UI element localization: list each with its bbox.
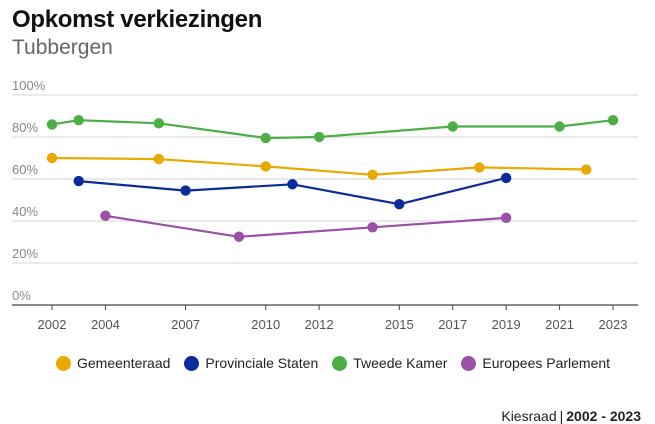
x-tick-label: 2007 [171, 317, 200, 332]
data-point-gemeenteraad [581, 164, 592, 175]
y-tick-label: 60% [12, 162, 38, 177]
data-point-gemeenteraad [260, 161, 271, 172]
source-period: 2002 - 2023 [566, 408, 641, 424]
chart-subtitle: Tubbergen [12, 36, 113, 59]
legend-swatch [461, 355, 477, 371]
x-tick-label: 2012 [305, 317, 334, 332]
data-point-gemeenteraad [153, 153, 165, 165]
chart-legend: Gemeenteraad Provinciale Staten Tweede Kam… [56, 355, 624, 371]
legend-item-europees-parlement: Europees Parlement [461, 355, 610, 371]
legend-label: Europees Parlement [482, 355, 611, 371]
data-point-europees-parlement [367, 222, 378, 233]
data-point-europees-parlement [500, 212, 512, 224]
data-point-europees-parlement [233, 231, 245, 242]
y-tick-label: 100% [12, 78, 46, 93]
data-point-provinciale-staten [394, 199, 405, 210]
source-label: Kiesraad [501, 408, 557, 424]
data-point-tweede-kamer [73, 115, 84, 126]
series-line-europees-parlement [105, 214, 507, 238]
legend-item-provinciale-staten: Provinciale Staten [184, 355, 318, 371]
data-point-tweede-kamer [153, 118, 165, 129]
legend-label: Gemeenteraad [77, 355, 171, 371]
legend-label: Tweede Kamer [353, 355, 448, 371]
source-credit: Kiesraad | 2002 - 2023 [501, 408, 641, 424]
data-point-europees-parlement [100, 210, 111, 221]
x-tick-label: 2015 [385, 317, 414, 332]
x-tick-label: 2010 [251, 317, 280, 332]
data-point-gemeenteraad [46, 152, 58, 164]
data-point-provinciale-staten [500, 172, 512, 184]
x-tick-label: 2004 [91, 317, 120, 332]
legend-swatch [332, 355, 348, 371]
data-point-tweede-kamer [447, 121, 458, 132]
y-tick-label: 80% [12, 120, 38, 135]
chart-title: Opkomst verkiezingen [12, 6, 263, 33]
line-chart: 0% 20% 40% 60% 80% 100% 2002 2004 2007 2010 2012 20… [12, 78, 638, 332]
data-point-tweede-kamer [46, 119, 58, 130]
legend-swatch [184, 355, 200, 371]
data-point-provinciale-staten [180, 185, 191, 196]
x-tick-label: 2021 [545, 317, 574, 332]
y-tick-label: 0% [12, 288, 31, 303]
data-point-gemeenteraad [367, 169, 378, 180]
source-separator: | [559, 408, 564, 424]
x-tick-label: 2023 [599, 317, 628, 332]
x-tick-label: 2002 [38, 317, 67, 332]
legend-label: Provinciale Staten [205, 355, 319, 371]
series-line-gemeenteraad [51, 156, 587, 176]
series-line-tweede-kamer [51, 119, 614, 140]
legend-item-gemeenteraad: Gemeenteraad [56, 355, 170, 371]
data-point-provinciale-staten [73, 175, 84, 187]
data-point-tweede-kamer [607, 115, 619, 126]
y-tick-label: 20% [12, 246, 38, 261]
data-point-tweede-kamer [554, 121, 565, 132]
data-point-provinciale-staten [287, 179, 298, 190]
y-tick-label: 40% [12, 204, 38, 219]
legend-swatch [56, 355, 71, 371]
x-tick-label: 2019 [492, 317, 521, 332]
data-point-tweede-kamer [313, 131, 325, 143]
x-tick-label: 2017 [438, 317, 467, 332]
data-point-tweede-kamer [260, 132, 271, 144]
legend-item-tweede-kamer: Tweede Kamer [332, 355, 447, 371]
data-point-gemeenteraad [474, 162, 485, 173]
